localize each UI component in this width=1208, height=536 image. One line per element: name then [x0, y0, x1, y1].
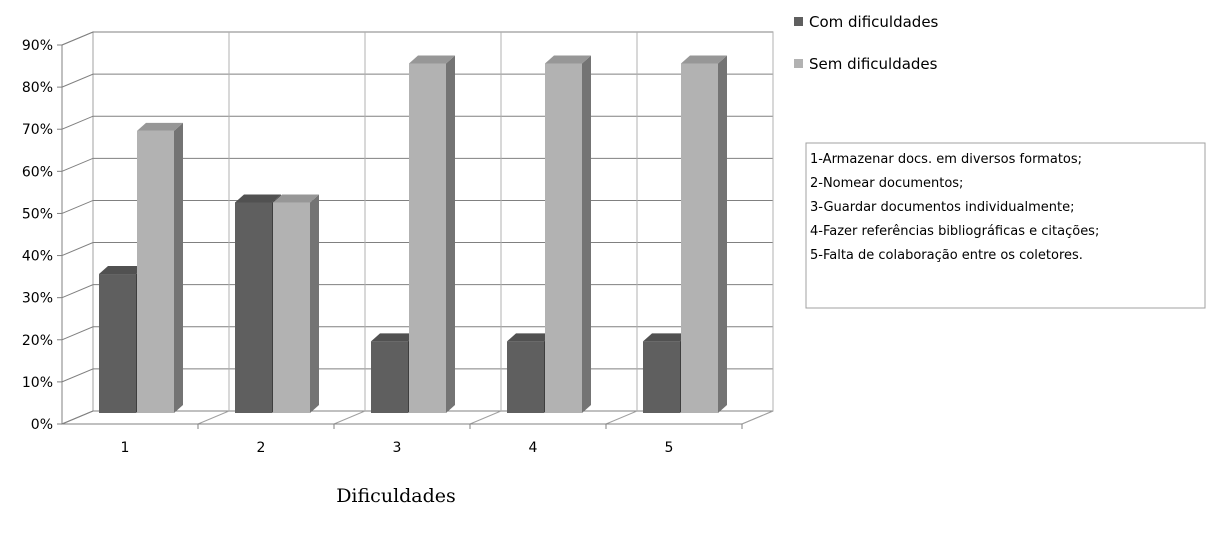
note-line-1: 1-Armazenar docs. em diversos formatos;	[810, 152, 1082, 167]
bar-front	[643, 341, 680, 413]
bar-side	[582, 55, 591, 413]
legend: Com dificuldades Sem dificuldades	[794, 13, 939, 73]
x-axis-title: Dificuldades	[336, 485, 456, 507]
legend-swatch-sem-dificuldades	[794, 59, 803, 68]
bar-front	[273, 202, 310, 413]
side-wall	[61, 31, 94, 425]
bar-front	[545, 63, 582, 413]
bar-front	[235, 202, 272, 413]
bar-top	[545, 55, 591, 64]
bar	[681, 55, 727, 413]
floor-divider	[469, 410, 502, 425]
bar	[137, 122, 183, 413]
axes	[57, 44, 743, 429]
bar-top	[99, 266, 145, 275]
bar-side	[310, 194, 319, 413]
bar-top	[643, 333, 689, 342]
x-tick-label: 5	[665, 440, 674, 456]
bar-top	[507, 333, 553, 342]
gridline-h	[61, 31, 773, 46]
x-tick-labels: 1 2 3 4 5	[121, 440, 674, 456]
bar	[409, 55, 455, 413]
bar-top	[137, 122, 183, 131]
legend-label-com-dificuldades: Com dificuldades	[809, 13, 939, 31]
y-tick-label: 60%	[22, 164, 53, 180]
bar-top	[273, 194, 319, 203]
note-line-3: 3-Guardar documentos individualmente;	[810, 200, 1074, 215]
category-note-box: 1-Armazenar docs. em diversos formatos; …	[805, 142, 1206, 309]
bar-front	[137, 130, 174, 413]
bar-front	[99, 274, 136, 413]
bar-top	[235, 194, 281, 203]
bars	[99, 55, 727, 413]
bar-front	[371, 341, 408, 413]
note-line-5: 5-Falta de colaboração entre os coletore…	[810, 248, 1083, 263]
bar-front	[681, 63, 718, 413]
bar-side	[718, 55, 727, 413]
bar-top	[681, 55, 727, 64]
y-tick-label: 50%	[22, 206, 53, 222]
bar-side	[174, 122, 183, 413]
floor-divider	[741, 410, 774, 425]
y-tick-label: 10%	[22, 375, 53, 391]
floor-divider	[197, 410, 230, 425]
x-tick-label: 4	[529, 440, 538, 456]
y-tick-label: 40%	[22, 249, 53, 265]
y-tick-label: 90%	[22, 38, 53, 54]
y-tick-label: 20%	[22, 333, 53, 349]
y-tick-label: 70%	[22, 122, 53, 138]
bar-front	[507, 341, 544, 413]
y-tick-label: 0%	[31, 417, 53, 433]
legend-label-sem-dificuldades: Sem dificuldades	[809, 55, 938, 73]
bar-top	[409, 55, 455, 64]
bar	[545, 55, 591, 413]
bar-front	[409, 63, 446, 413]
y-tick-label: 80%	[22, 80, 53, 96]
bar	[273, 194, 319, 413]
bar-top	[371, 333, 417, 342]
legend-swatch-com-dificuldades	[794, 17, 803, 26]
note-line-2: 2-Nomear documentos;	[810, 176, 963, 191]
x-tick-label: 3	[393, 440, 402, 456]
note-line-4: 4-Fazer referências bibliográficas e cit…	[810, 224, 1099, 239]
floor-divider	[333, 410, 366, 425]
y-tick-labels: 0% 10% 20% 30% 40% 50% 60% 70% 80% 90%	[22, 38, 53, 433]
floor-divider	[605, 410, 638, 425]
x-tick-label: 2	[257, 440, 266, 456]
x-tick-label: 1	[121, 440, 130, 456]
note-box-border	[805, 142, 1206, 309]
bar-side	[446, 55, 455, 413]
y-tick-label: 30%	[22, 291, 53, 307]
